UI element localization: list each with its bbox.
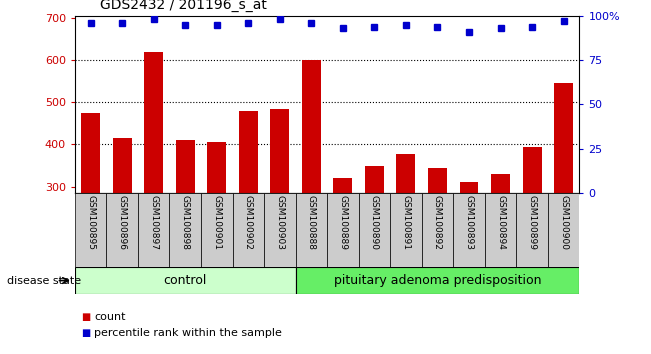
Bar: [302, 60, 321, 313]
Bar: [239, 111, 258, 313]
Bar: [333, 178, 352, 313]
FancyBboxPatch shape: [138, 193, 169, 267]
Bar: [428, 168, 447, 313]
Text: GSM100889: GSM100889: [339, 195, 348, 250]
FancyBboxPatch shape: [548, 193, 579, 267]
Bar: [270, 109, 289, 313]
FancyBboxPatch shape: [169, 193, 201, 267]
Text: disease state: disease state: [7, 275, 81, 286]
FancyBboxPatch shape: [232, 193, 264, 267]
Bar: [396, 154, 415, 313]
Text: count: count: [94, 312, 126, 322]
Text: GDS2432 / 201196_s_at: GDS2432 / 201196_s_at: [100, 0, 267, 12]
Text: pituitary adenoma predisposition: pituitary adenoma predisposition: [334, 274, 541, 287]
Text: ■: ■: [81, 328, 90, 338]
Text: ■: ■: [81, 312, 90, 322]
FancyBboxPatch shape: [296, 193, 327, 267]
Text: GSM100893: GSM100893: [465, 195, 473, 250]
Text: GSM100900: GSM100900: [559, 195, 568, 250]
FancyBboxPatch shape: [106, 193, 138, 267]
Bar: [145, 52, 163, 313]
Bar: [113, 138, 132, 313]
Text: GSM100888: GSM100888: [307, 195, 316, 250]
Text: GSM100903: GSM100903: [275, 195, 284, 250]
Text: GSM100890: GSM100890: [370, 195, 379, 250]
Text: percentile rank within the sample: percentile rank within the sample: [94, 328, 283, 338]
FancyBboxPatch shape: [75, 267, 296, 294]
Text: GSM100901: GSM100901: [212, 195, 221, 250]
FancyBboxPatch shape: [296, 267, 579, 294]
Bar: [365, 166, 384, 313]
Text: GSM100891: GSM100891: [402, 195, 411, 250]
Text: control: control: [163, 274, 207, 287]
Text: GSM100902: GSM100902: [243, 195, 253, 250]
Bar: [176, 140, 195, 313]
Text: GSM100899: GSM100899: [527, 195, 536, 250]
Bar: [81, 113, 100, 313]
FancyBboxPatch shape: [516, 193, 548, 267]
Text: GSM100895: GSM100895: [86, 195, 95, 250]
Bar: [554, 83, 573, 313]
FancyBboxPatch shape: [327, 193, 359, 267]
Bar: [207, 142, 227, 313]
Bar: [491, 174, 510, 313]
FancyBboxPatch shape: [390, 193, 422, 267]
FancyBboxPatch shape: [485, 193, 516, 267]
Text: GSM100896: GSM100896: [118, 195, 127, 250]
FancyBboxPatch shape: [75, 193, 106, 267]
Text: GSM100894: GSM100894: [496, 195, 505, 250]
FancyBboxPatch shape: [264, 193, 296, 267]
FancyBboxPatch shape: [453, 193, 485, 267]
Text: GSM100897: GSM100897: [149, 195, 158, 250]
FancyBboxPatch shape: [201, 193, 232, 267]
Bar: [523, 147, 542, 313]
FancyBboxPatch shape: [359, 193, 390, 267]
FancyBboxPatch shape: [422, 193, 453, 267]
Text: GSM100892: GSM100892: [433, 195, 442, 250]
Text: GSM100898: GSM100898: [181, 195, 189, 250]
Bar: [460, 182, 478, 313]
